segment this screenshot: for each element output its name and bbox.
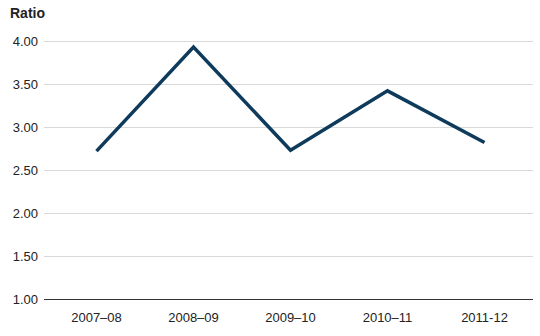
y-tick-label: 2.50 <box>13 163 38 178</box>
x-axis-line <box>44 299 533 300</box>
y-tick-label: 2.00 <box>13 206 38 221</box>
grid-line <box>44 256 533 257</box>
x-tick-label: 2007–08 <box>71 310 122 325</box>
plot-area <box>97 47 485 151</box>
x-tick-label: 2008–09 <box>168 310 219 325</box>
data-line <box>97 47 485 151</box>
chart: Ratio 1.00 1.50 2.00 2.50 3.00 3.50 4.00 2007–08… <box>0 0 540 336</box>
grid-line <box>44 84 533 85</box>
y-tick-label: 3.50 <box>13 77 38 92</box>
x-tick-label: 2010–11 <box>363 310 413 325</box>
y-axis-label: Ratio <box>10 5 45 21</box>
grid-line <box>44 213 533 214</box>
x-tick-label: 2011-12 <box>461 310 508 325</box>
y-tick-label: 4.00 <box>13 34 38 49</box>
y-tick-label: 3.00 <box>13 120 38 135</box>
grid-line <box>44 170 533 171</box>
y-tick-label: 1.50 <box>13 249 38 264</box>
y-tick-label: 1.00 <box>13 292 38 307</box>
x-tick-label: 2009–10 <box>265 310 316 325</box>
grid-line <box>44 41 533 42</box>
